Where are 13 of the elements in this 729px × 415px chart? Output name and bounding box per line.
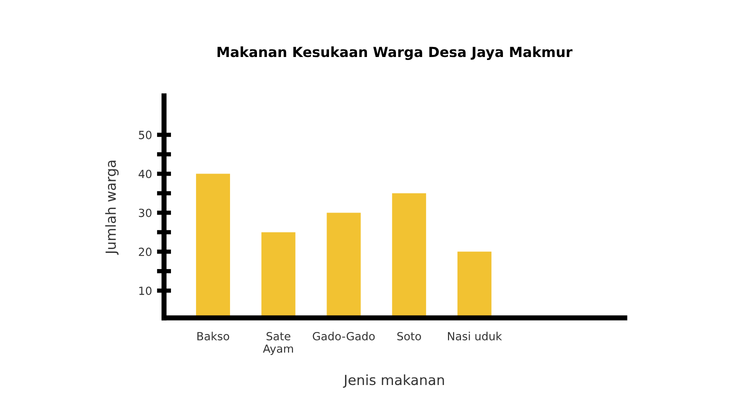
x-tick-label: Sate Ayam — [262, 332, 293, 355]
y-tick-label: 10 — [139, 286, 152, 296]
y-tick-label: 30 — [138, 208, 152, 218]
y-tick-label: 40 — [138, 170, 152, 178]
chart-title: Makanan Kesukaan Warga Desa Jaya Makmur — [218, 46, 572, 60]
y-tick-label: 50 — [138, 130, 152, 140]
y-tick-label: 20 — [138, 248, 152, 256]
x-axis-title: Jenis makanan — [342, 374, 444, 388]
x-tick-label: Soto — [397, 332, 421, 340]
y-axis-title: Jumlah warga — [105, 160, 119, 255]
x-tick-label: Nasi uduk — [448, 332, 502, 340]
x-tick-label: Gado-Gado — [312, 332, 375, 340]
x-tick-label: Bakso — [197, 332, 230, 340]
